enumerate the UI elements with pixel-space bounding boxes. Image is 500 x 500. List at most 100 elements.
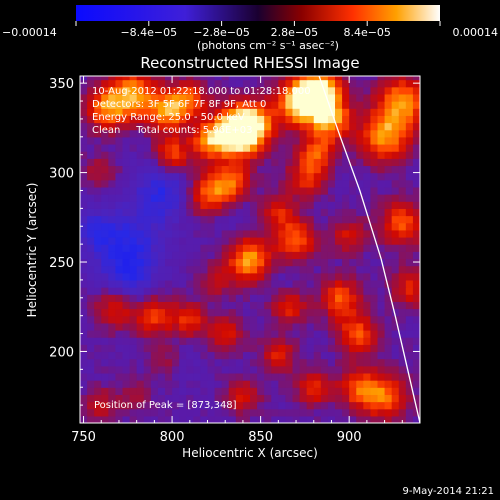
heatmap-cell (278, 222, 287, 231)
heatmap-cell (356, 251, 364, 260)
heatmap-cell (235, 372, 244, 381)
heatmap-cell (377, 79, 386, 88)
heatmap-cell (235, 415, 244, 423)
heatmap-cell (94, 337, 102, 345)
heatmap-cell (363, 287, 372, 295)
heatmap-cell (377, 244, 386, 252)
heatmap-cell (242, 236, 251, 245)
heatmap-cell (398, 279, 407, 288)
heatmap-cell (363, 351, 372, 360)
heatmap-cell (342, 344, 350, 353)
heatmap-cell (405, 415, 414, 423)
heatmap-cell (370, 143, 379, 152)
heatmap-cell (157, 408, 166, 417)
heatmap-cell (101, 265, 109, 274)
heatmap-cell (405, 408, 414, 417)
heatmap-cell (349, 222, 357, 231)
heatmap-cell (108, 115, 117, 124)
heatmap-cell (285, 315, 294, 324)
heatmap-cell (271, 143, 279, 152)
heatmap-cell (207, 122, 216, 131)
heatmap-cell (80, 236, 88, 245)
heatmap-cell (313, 222, 322, 231)
heatmap-cell (299, 172, 308, 181)
heatmap-cell (172, 129, 180, 138)
heatmap-cell (165, 380, 173, 388)
heatmap-cell (370, 272, 379, 281)
heatmap-cell (412, 201, 420, 209)
heatmap-cell (299, 229, 308, 238)
heatmap-cell (285, 158, 294, 167)
heatmap-cell (264, 201, 272, 209)
colorbar-tick-label: 2.8e−05 (271, 26, 318, 39)
heatmap-cell (200, 194, 209, 202)
heatmap-cell (299, 165, 308, 174)
heatmap-cell (186, 236, 194, 245)
heatmap-cell (80, 86, 88, 95)
heatmap-cell (285, 194, 294, 202)
heatmap-cell (285, 79, 294, 88)
heatmap-cell (87, 93, 95, 102)
heatmap-cell (157, 108, 166, 116)
heatmap-cell (370, 301, 379, 310)
heatmap-cell (257, 272, 265, 281)
heatmap-cell (370, 279, 379, 288)
heatmap-cell (186, 244, 194, 252)
heatmap-cell (278, 394, 287, 403)
heatmap-cell (157, 76, 166, 81)
heatmap-cell (264, 172, 272, 181)
heatmap-cell (143, 344, 152, 353)
heatmap-cell (405, 86, 414, 95)
heatmap-cell (172, 79, 180, 88)
heatmap-cell (356, 272, 364, 281)
heatmap-cell (292, 351, 301, 360)
heatmap-cell (313, 236, 322, 245)
heatmap-cell (228, 322, 237, 331)
heatmap-cell (250, 115, 258, 124)
heatmap-cell (80, 308, 88, 317)
heatmap-cell (157, 201, 166, 209)
heatmap-cell (87, 215, 95, 224)
heatmap-cell (143, 222, 152, 231)
heatmap-cell (349, 179, 357, 188)
heatmap-cell (292, 380, 301, 388)
heatmap-cell (327, 79, 336, 88)
heatmap-cell (278, 151, 287, 159)
heatmap-cell (136, 194, 145, 202)
heatmap-cell (157, 215, 166, 224)
heatmap-cell (228, 258, 237, 267)
heatmap-cell (306, 229, 315, 238)
heatmap-cell (299, 301, 308, 310)
heatmap-cell (115, 315, 124, 324)
heatmap-cell (221, 122, 230, 131)
heatmap-cell (398, 172, 407, 181)
heatmap-cell (101, 358, 109, 367)
heatmap-cell (342, 365, 350, 374)
heatmap-cell (391, 265, 400, 274)
heatmap-cell (313, 394, 322, 403)
heatmap-cell (80, 208, 88, 217)
heatmap-cell (412, 308, 420, 317)
heatmap-cell (306, 294, 315, 302)
heatmap-cell (87, 380, 95, 388)
heatmap-cell (94, 143, 102, 152)
heatmap-cell (193, 79, 202, 88)
heatmap-cell (108, 337, 117, 345)
heatmap-cell (115, 115, 124, 124)
heatmap-cell (122, 265, 131, 274)
heatmap-cell (179, 408, 187, 417)
heatmap-cell (129, 172, 138, 181)
heatmap-cell (150, 301, 159, 310)
heatmap-cell (172, 215, 180, 224)
heatmap-cell (349, 272, 357, 281)
heatmap-cell (101, 401, 109, 410)
heatmap-cell (264, 251, 272, 260)
heatmap-cell (108, 244, 117, 252)
heatmap-cell (94, 372, 102, 381)
heatmap-cell (306, 115, 315, 124)
heatmap-cell (313, 315, 322, 324)
heatmap-cell (377, 151, 386, 159)
heatmap-cell (228, 294, 237, 302)
heatmap-cell (306, 101, 315, 109)
heatmap-cell (115, 136, 124, 145)
